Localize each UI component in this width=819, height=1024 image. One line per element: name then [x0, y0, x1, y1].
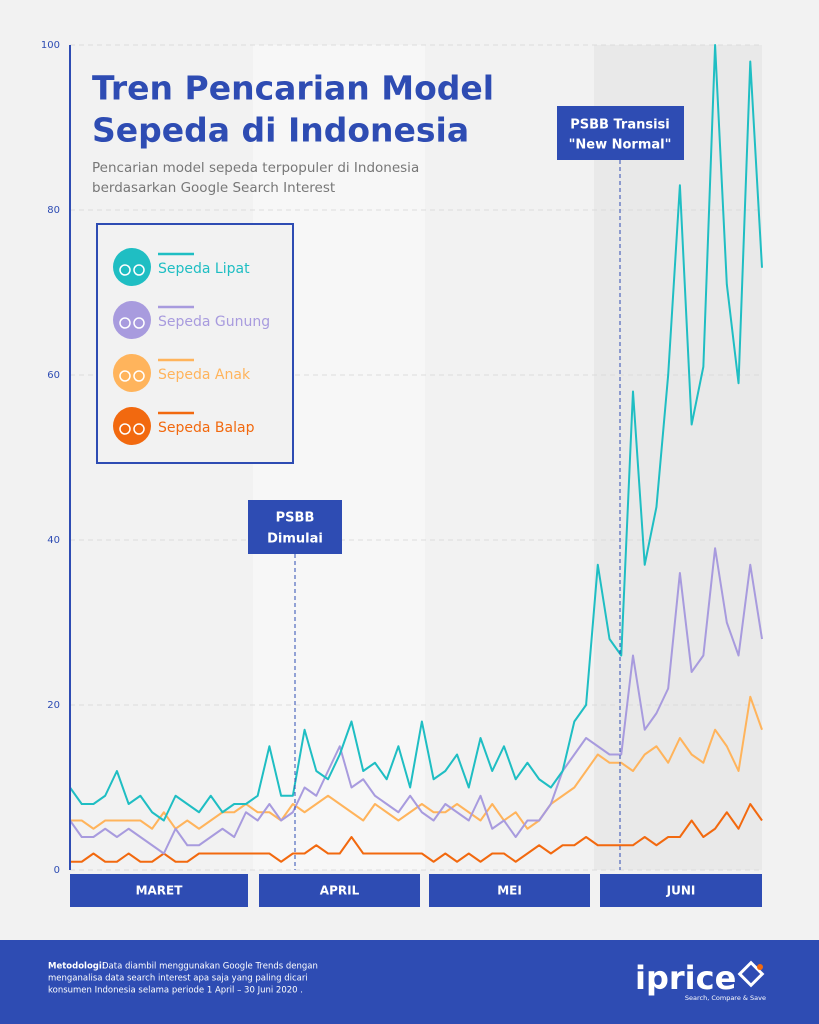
- series-line: [69, 547, 763, 855]
- legend-label: Sepeda Gunung: [158, 314, 270, 330]
- legend-wheel: [133, 370, 145, 382]
- month-label: APRIL: [320, 884, 360, 898]
- legend-wheel: [133, 423, 145, 435]
- title: Tren Pencarian Model: [92, 69, 494, 108]
- series-line: [70, 695, 763, 830]
- footer-label: Metodologi:: [48, 962, 105, 972]
- legend: Sepeda Lipat Sepeda Gunung Sepeda Anak Sepe…: [113, 248, 270, 445]
- footer-text: konsumen Indonesia selama periode 1 Apri…: [48, 986, 303, 996]
- legend-icon: [113, 248, 151, 286]
- y-tick-label: 20: [47, 700, 60, 711]
- annotation-box: [557, 106, 684, 160]
- month-band: [600, 874, 762, 907]
- legend-wheel: [119, 423, 131, 435]
- month-label: MARET: [136, 884, 184, 898]
- title: Sepeda di Indonesia: [92, 111, 469, 150]
- legend-wheel: [119, 264, 131, 276]
- legend-label: Sepeda Lipat: [158, 261, 250, 277]
- logo-tagline: Search, Compare & Save: [685, 994, 766, 1002]
- logo-dot: [757, 964, 763, 970]
- series-line: [69, 44, 763, 822]
- legend-wheel: [133, 317, 145, 329]
- annotation-text: "New Normal": [569, 138, 672, 153]
- legend-icon: [113, 301, 151, 339]
- month-bands: MARET APRIL MEI JUNI: [70, 874, 762, 907]
- series-line: [70, 803, 763, 863]
- footer-text: Data diambil menggunakan Google Trends d…: [102, 962, 318, 972]
- y-tick-label: 100: [41, 40, 60, 51]
- plot: 0 20 40 60 80 100: [41, 40, 763, 876]
- annotation-text: PSBB: [276, 511, 315, 526]
- month-label: JUNI: [666, 884, 696, 898]
- legend-label: Sepeda Anak: [158, 367, 251, 383]
- legend-label: Sepeda Balap: [158, 420, 255, 436]
- legend-icon: [113, 407, 151, 445]
- y-tick-label: 0: [54, 865, 60, 876]
- y-tick-label: 60: [47, 370, 60, 381]
- legend-wheel: [119, 317, 131, 329]
- logo-icon: [737, 960, 765, 988]
- band-bg: [594, 45, 762, 870]
- legend-wheel: [133, 264, 145, 276]
- subtitle: Pencarian model sepeda terpopuler di Ind…: [92, 160, 419, 176]
- month-label: MEI: [497, 884, 522, 898]
- y-tick-label: 80: [47, 205, 60, 216]
- annotation-text: PSBB Transisi: [570, 118, 670, 133]
- y-tick-label: 40: [47, 535, 60, 546]
- logo: iprice: [635, 959, 736, 997]
- footer: [0, 940, 819, 1024]
- footer-text: menganalisa data search interest apa saj…: [48, 974, 308, 984]
- month-band: [259, 874, 420, 907]
- legend-icon: [113, 354, 151, 392]
- legend-wheel: [119, 370, 131, 382]
- annotation-text: Dimulai: [267, 532, 323, 547]
- month-band: [70, 874, 248, 907]
- annotation-box: [248, 500, 342, 554]
- month-band: [429, 874, 590, 907]
- subtitle: berdasarkan Google Search Interest: [92, 180, 335, 196]
